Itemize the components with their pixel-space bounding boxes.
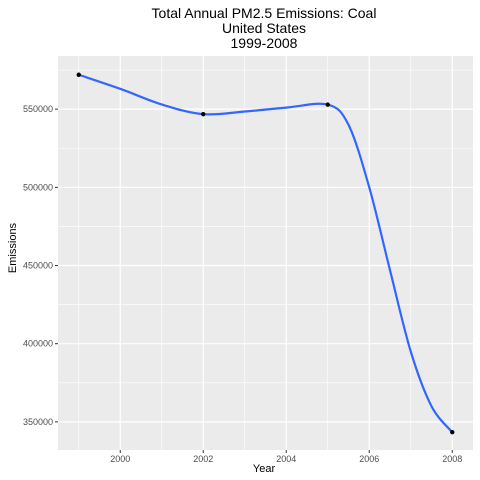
x-tick-label: 2004 xyxy=(276,454,296,464)
x-tick-label: 2000 xyxy=(110,454,130,464)
x-tick-label: 2006 xyxy=(359,454,379,464)
y-axis: 350000 400000 450000 500000 550000 xyxy=(23,104,58,427)
chart-title-line-3: 1999-2008 xyxy=(231,35,298,51)
data-point xyxy=(450,430,454,434)
y-tick-label: 350000 xyxy=(23,417,53,427)
y-axis-title: Emissions xyxy=(7,222,19,273)
chart-title-line-1: Total Annual PM2.5 Emissions: Coal xyxy=(152,5,377,21)
y-tick-label: 400000 xyxy=(23,339,53,349)
y-tick-label: 500000 xyxy=(23,182,53,192)
x-tick-label: 2008 xyxy=(442,454,462,464)
x-tick-label: 2002 xyxy=(193,454,213,464)
data-point xyxy=(326,102,330,106)
y-tick-label: 550000 xyxy=(23,104,53,114)
data-point xyxy=(201,112,205,116)
x-axis-title: Year xyxy=(253,463,276,475)
x-axis: 2000 2002 2004 2006 2008 xyxy=(110,450,462,464)
chart-title-line-2: United States xyxy=(222,20,306,36)
y-tick-label: 450000 xyxy=(23,261,53,271)
data-point xyxy=(77,73,81,77)
